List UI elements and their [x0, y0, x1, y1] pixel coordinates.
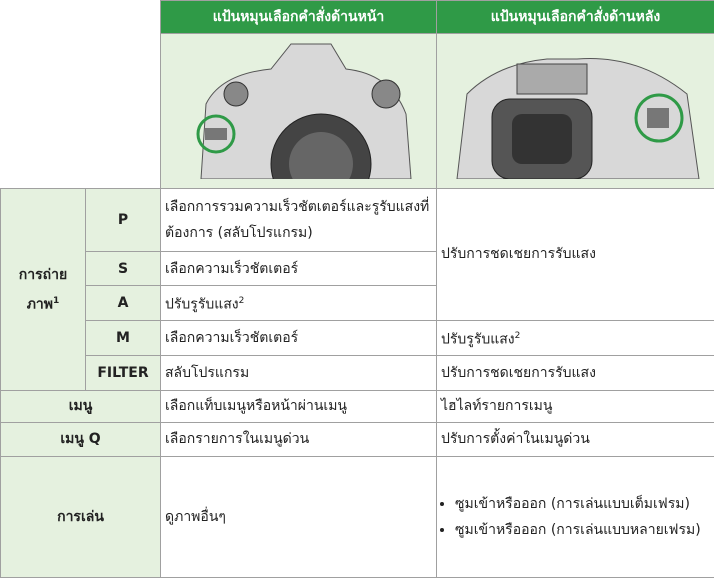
row-label: เมนู: [1, 390, 161, 422]
mode: A: [86, 286, 161, 321]
mode: P: [86, 189, 161, 252]
mode: S: [86, 252, 161, 286]
column-header: แป้นหมุนเลือกคำสั่งด้านหลัง: [437, 1, 714, 34]
camera-rear: [437, 34, 713, 179]
front-action: สลับโปรแกรม: [161, 355, 437, 390]
shooting-label: การถ่าย ภาพ1: [1, 189, 86, 391]
note-ref: 1: [53, 296, 59, 306]
rear-action: ปรับการชดเชยการรับแสง: [437, 189, 714, 321]
row-label: เมนู Q: [1, 422, 161, 456]
row-label: การเล่น: [1, 456, 161, 577]
shooting-text: การถ่าย ภาพ: [19, 267, 67, 313]
front-action: เลือกการรวมความเร็วชัตเตอร์และรูรับแสงที…: [161, 189, 437, 252]
bullet: ซูมเข้าหรือออก (การเล่นแบบหลายเฟรม): [455, 517, 710, 543]
front-action: ปรับรูรับแสง2: [161, 286, 437, 321]
front-dial-image: [161, 34, 437, 189]
front-action: ดูภาพอื่นๆ: [161, 456, 437, 577]
front-action: เลือกความเร็วชัตเตอร์: [161, 320, 437, 355]
front-action: เลือกความเร็วชัตเตอร์: [161, 252, 437, 286]
note-ref: 2: [239, 296, 245, 306]
bullet: ซูมเข้าหรือออก (การเล่นแบบเต็มเฟรม): [455, 491, 710, 517]
mode: M: [86, 320, 161, 355]
note-ref: 2: [515, 331, 521, 341]
camera-front: [161, 34, 435, 179]
rear-action: ปรับรูรับแสง2: [437, 320, 714, 355]
rear-text: ปรับรูรับแสง: [441, 331, 515, 347]
rear-action: ไฮไลท์รายการเมนู: [437, 390, 714, 422]
rear-dial-image: [437, 34, 714, 189]
rear-action: ปรับการชดเชยการรับแสง: [437, 355, 714, 390]
mode: FILTER: [86, 355, 161, 390]
front-action: เลือกแท็บเมนูหรือหน้าผ่านเมนู: [161, 390, 437, 422]
front-action: เลือกรายการในเมนูด่วน: [161, 422, 437, 456]
rear-action: ซูมเข้าหรือออก (การเล่นแบบเต็มเฟรม) ซูมเ…: [437, 456, 714, 577]
front-text: ปรับรูรับแสง: [165, 297, 239, 313]
rear-action: ปรับการตั้งค่าในเมนูด่วน: [437, 422, 714, 456]
column-header: แป้นหมุนเลือกคำสั่งด้านหน้า: [161, 1, 437, 34]
bullet-list: ซูมเข้าหรือออก (การเล่นแบบเต็มเฟรม) ซูมเ…: [441, 491, 710, 543]
